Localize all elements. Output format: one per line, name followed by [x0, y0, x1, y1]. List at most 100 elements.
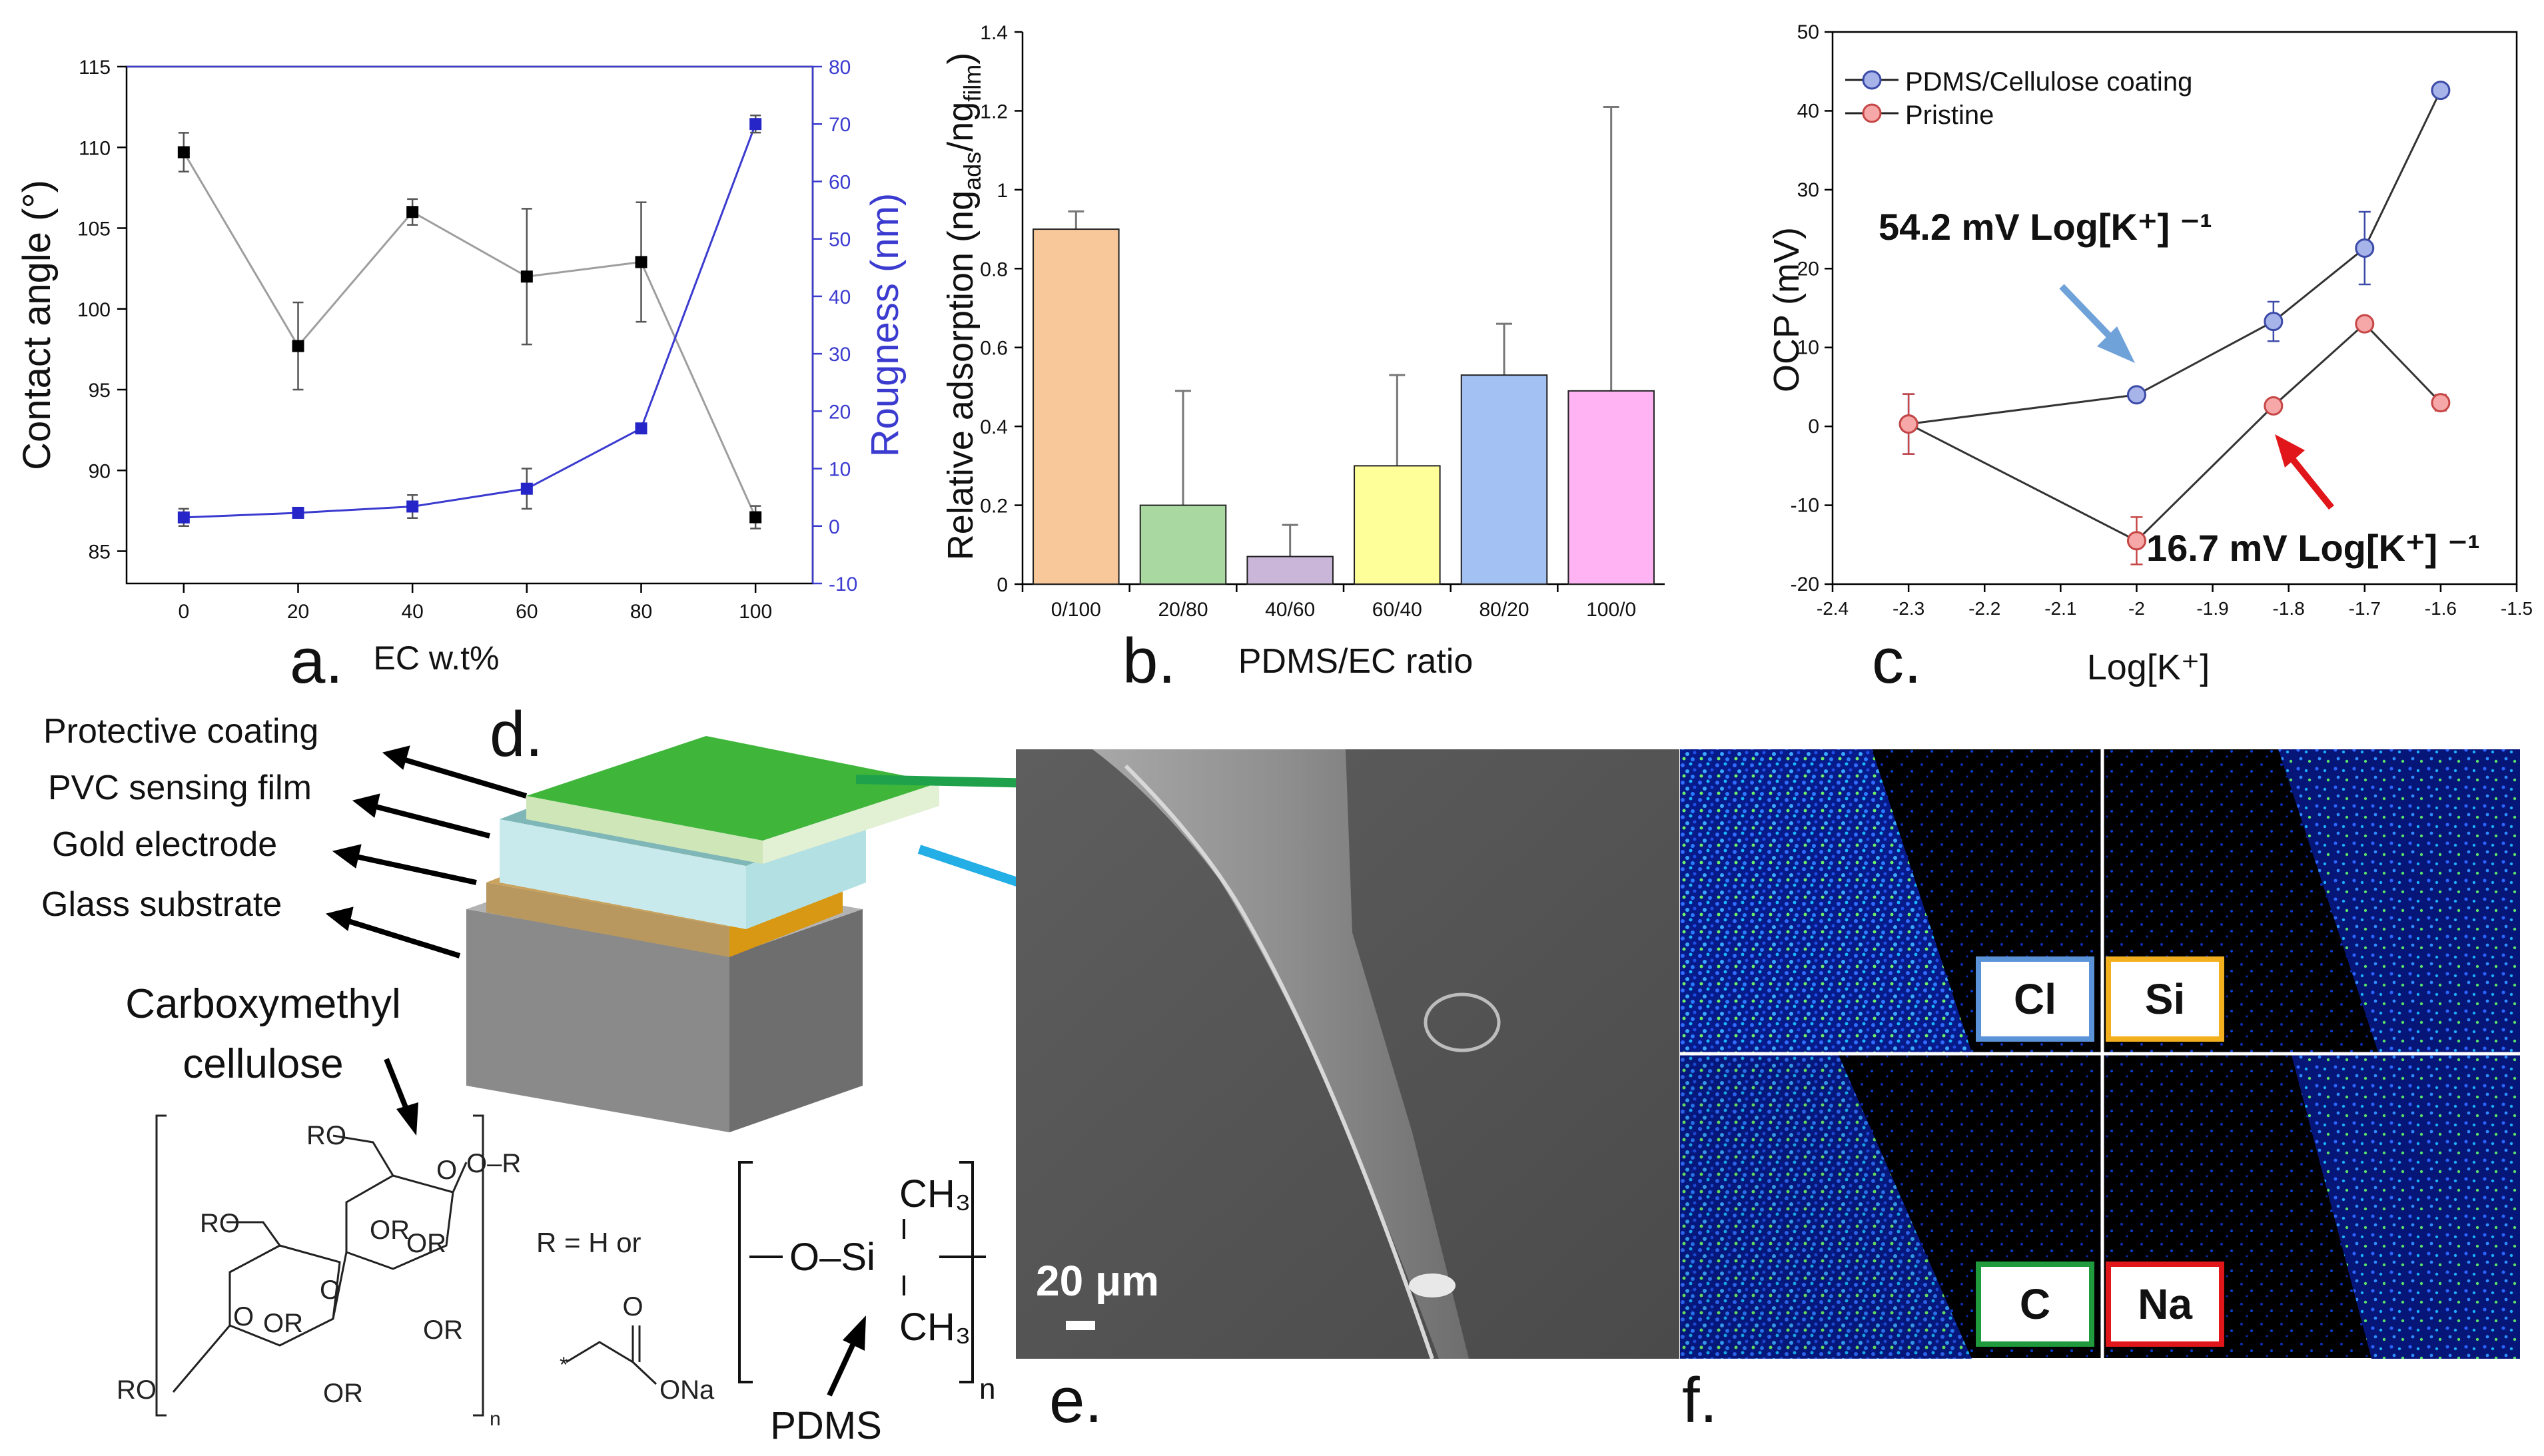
x-tick-label-a: 80	[630, 601, 652, 623]
pdms-n: n	[979, 1373, 995, 1405]
plot-a-frame	[125, 65, 814, 585]
data-point-a-0	[406, 206, 419, 218]
cmc-label-o-1: O	[320, 1275, 340, 1305]
y-tick-label-c: 50	[1797, 21, 1819, 43]
legend-marker-pdms	[1862, 70, 1882, 90]
cmc-label-ro-bottom: RO	[117, 1375, 157, 1405]
data-point-c-1	[1899, 414, 1918, 434]
y2-tick-label-a: 50	[829, 229, 851, 251]
y2-tick-label-a: -10	[829, 573, 857, 595]
y-tick-label-b: 0.8	[980, 258, 1008, 280]
sensor-stack	[466, 736, 939, 1132]
pdms-label: PDMS	[770, 1404, 882, 1447]
y2-tick-label-a: 20	[829, 401, 851, 423]
y2-tick-label-a: 80	[829, 57, 851, 79]
legend-label-pristine: Pristine	[1905, 101, 1994, 130]
data-point-a-0	[292, 340, 304, 352]
y-tick-label-c: -10	[1791, 495, 1819, 517]
element-label-c: C	[2020, 1280, 2050, 1328]
y-tick-label-a: 115	[79, 57, 111, 79]
panel-label-d: d.	[490, 699, 543, 770]
y2-tick-label-a: 10	[829, 459, 851, 481]
panel-e: 20 μm e.	[1016, 749, 1679, 1436]
layer-arrows	[325, 745, 528, 958]
panel-c: -2.4 -2.3 -2.2 -2.1 -2 -1.9 -1.8 -1.7 -1.6 -1.5 -2…	[1767, 21, 2533, 697]
layer-label-glass: Glass substrate	[41, 885, 282, 924]
y2-tick-label-a: 70	[829, 114, 851, 136]
arrow-pristine-slope	[2275, 434, 2334, 510]
y-tick-label-b: 0.2	[980, 496, 1008, 518]
data-point-c-1	[2431, 393, 2451, 413]
data-point-c-0	[2264, 312, 2284, 332]
axis-a-xlabel: EC w.t%	[374, 639, 500, 677]
panel-a: 0 20 40 60 80 100 85 90 95 100 105 110 115 -10 0 10 20 30…	[15, 57, 907, 697]
cmc-label-or-5: OR	[323, 1379, 363, 1408]
x-tick-label-c: -2.1	[2044, 598, 2076, 619]
series-line-c-1	[1908, 322, 2441, 542]
scale-bar	[1066, 1321, 1095, 1330]
element-box-cl	[1976, 956, 2094, 1042]
y2-tick-label-a: 60	[829, 171, 851, 193]
data-point-a-1	[520, 482, 533, 495]
scale-bar-label: 20 μm	[1036, 1257, 1159, 1305]
cmc-label-or-4: OR	[423, 1315, 463, 1345]
x-tick-label-c: -1.7	[2349, 598, 2381, 619]
x-tick-label-b: 0/100	[1051, 599, 1101, 621]
x-tick-label-a: 60	[516, 601, 538, 623]
x-tick-label-a: 100	[739, 601, 772, 623]
series-line-a-1	[183, 123, 757, 519]
y-tick-label-a: 95	[89, 380, 111, 402]
panel-label-b: b.	[1122, 625, 1176, 697]
panel-label-f: f.	[1682, 1365, 1717, 1436]
y-tick-label-a: 110	[79, 137, 111, 159]
x-tick-label-c: -2.3	[1893, 598, 1924, 619]
element-box-si	[2106, 956, 2224, 1042]
cmc-acetate	[566, 1325, 657, 1385]
y-tick-label-c: 30	[1797, 179, 1819, 201]
cmc-label-or-3: OR	[263, 1309, 303, 1338]
x-tick-label-c: -2	[2128, 598, 2145, 619]
x-tick-label-a: 0	[178, 601, 189, 623]
series-line-c-0	[1908, 89, 2442, 426]
x-tick-label-c: -1.8	[2273, 598, 2305, 619]
bar-60-40	[1354, 465, 1441, 585]
sem-film-wedge	[1092, 749, 1469, 1359]
y-tick-label-b: 1	[997, 180, 1008, 202]
axis-c-xlabel: Log[K⁺]	[2087, 647, 2210, 687]
axis-a-ylabel: Contact angle (°)	[15, 180, 59, 470]
x-tick-label-a: 20	[287, 601, 309, 623]
y-tick-label-c: 20	[1797, 258, 1819, 280]
panel-d: d. Protective coating PVC sensing film G…	[41, 699, 1192, 1447]
axis-b-xlabel: PDMS/EC ratio	[1238, 642, 1474, 681]
x-tick-label-c: -1.9	[2196, 598, 2228, 619]
data-point-a-0	[635, 256, 647, 268]
x-tick-label-b: 60/40	[1372, 599, 1422, 621]
y-tick-label-b: 0.6	[980, 338, 1008, 360]
x-tick-label-b: 80/20	[1479, 599, 1529, 621]
pdms-ch3-bottom: CH₃	[899, 1305, 971, 1349]
data-point-a-1	[749, 118, 762, 131]
map-si	[2278, 749, 2520, 1052]
y-tick-label-a: 100	[77, 299, 111, 321]
data-point-c-0	[2431, 81, 2451, 101]
cmc-na-text: ONa	[659, 1375, 715, 1405]
cmc-label-n: n	[490, 1408, 501, 1430]
arrow-pdms-slope	[2059, 284, 2135, 363]
cmc-label-ro-left: RO	[200, 1209, 240, 1238]
data-point-a-1	[177, 511, 190, 524]
x-tick-label-c: -2.2	[1968, 598, 2000, 619]
layer-label-pvc: PVC sensing film	[48, 769, 312, 807]
data-point-a-0	[749, 511, 762, 524]
y-tick-label-b: 1.2	[980, 101, 1008, 123]
x-tick-label-b: 40/60	[1265, 599, 1315, 621]
cmc-label-or-1: OR	[370, 1216, 410, 1245]
y-tick-label-a: 90	[89, 460, 111, 482]
data-point-c-0	[2126, 385, 2146, 405]
cmc-label-o-3: O	[233, 1302, 254, 1331]
element-label-si: Si	[2145, 975, 2185, 1023]
y-tick-label-b: 0	[997, 574, 1008, 596]
data-point-a-0	[520, 270, 533, 283]
y2-tick-label-a: 40	[829, 286, 851, 308]
cmc-structure	[155, 1114, 484, 1417]
map-na	[2292, 1055, 2520, 1359]
